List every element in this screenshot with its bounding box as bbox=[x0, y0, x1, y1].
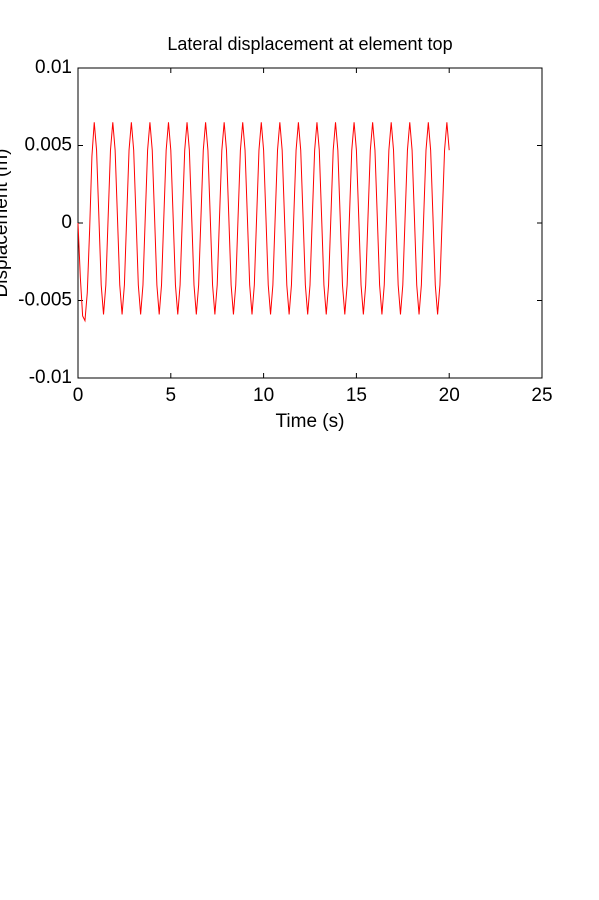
y-tick-label: 0.005 bbox=[24, 135, 72, 156]
data-line bbox=[77, 122, 450, 323]
x-axis-label: Time (s) bbox=[276, 411, 345, 432]
y-tick-label: -0.005 bbox=[18, 290, 72, 311]
y-tick-label: 0.01 bbox=[35, 57, 72, 78]
y-tick-label: -0.01 bbox=[29, 367, 72, 388]
y-tick-label: 0 bbox=[61, 212, 72, 233]
x-tick-label: 0 bbox=[73, 385, 84, 406]
chart-title: Lateral displacement at element top bbox=[167, 34, 452, 54]
x-tick-label: 20 bbox=[439, 385, 460, 406]
x-tick-label: 5 bbox=[166, 385, 177, 406]
x-tick-label: 15 bbox=[346, 385, 367, 406]
y-axis-label: Displacement (m) bbox=[0, 149, 12, 298]
x-tick-label: 25 bbox=[531, 385, 552, 406]
x-tick-label: 10 bbox=[253, 385, 274, 406]
